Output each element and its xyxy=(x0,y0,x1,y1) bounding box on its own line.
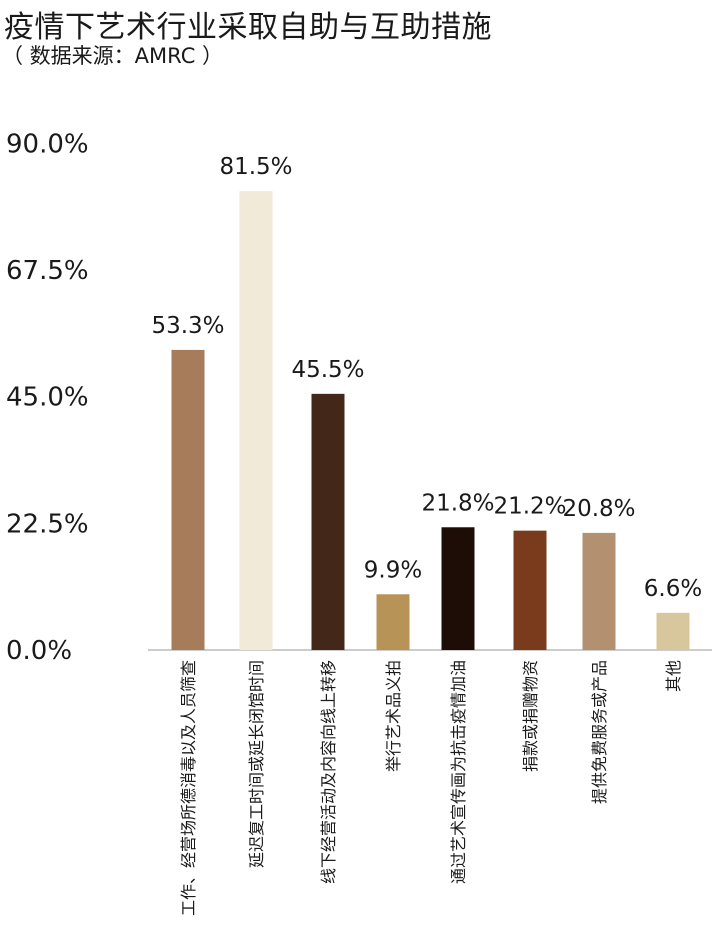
category-label: 工作、经营场所德消毒以及人员筛查 xyxy=(179,660,198,916)
chart-subtitle: （ 数据来源：AMRC ） xyxy=(2,44,224,68)
data-label: 6.6% xyxy=(644,576,702,602)
bar xyxy=(656,612,690,650)
category-label: 通过艺术宣传画为抗击疫情加油 xyxy=(449,660,468,884)
bar xyxy=(582,532,616,650)
data-label: 21.2% xyxy=(493,494,566,520)
category-label: 线下经营活动及内容向线上转移 xyxy=(319,660,338,884)
y-tick-label: 0.0% xyxy=(6,636,72,666)
category-label: 提供免费服务或产品 xyxy=(590,660,609,804)
category-label: 捐款或捐赠物资 xyxy=(521,660,540,772)
data-label: 20.8% xyxy=(562,496,635,522)
bar xyxy=(376,594,410,650)
bar xyxy=(239,191,273,650)
y-tick-label: 90.0% xyxy=(6,129,89,159)
y-tick-label: 67.5% xyxy=(6,256,89,286)
data-label: 45.5% xyxy=(291,357,364,383)
y-tick-label: 22.5% xyxy=(6,509,89,539)
data-label: 21.8% xyxy=(421,490,494,516)
bar xyxy=(171,349,205,650)
data-label: 81.5% xyxy=(219,154,292,180)
y-tick-label: 45.0% xyxy=(6,383,89,413)
chart-title: 疫情下艺术行业采取自助与互助措施 xyxy=(4,10,492,45)
category-label: 延迟复工时间或延长闭馆时间 xyxy=(247,660,266,868)
bar xyxy=(513,530,547,650)
bar xyxy=(311,393,345,650)
bar xyxy=(441,527,475,650)
data-label: 9.9% xyxy=(364,557,422,583)
category-label: 其他 xyxy=(664,660,683,692)
category-label: 举行艺术品义拍 xyxy=(384,660,403,772)
data-label: 53.3% xyxy=(151,313,224,339)
